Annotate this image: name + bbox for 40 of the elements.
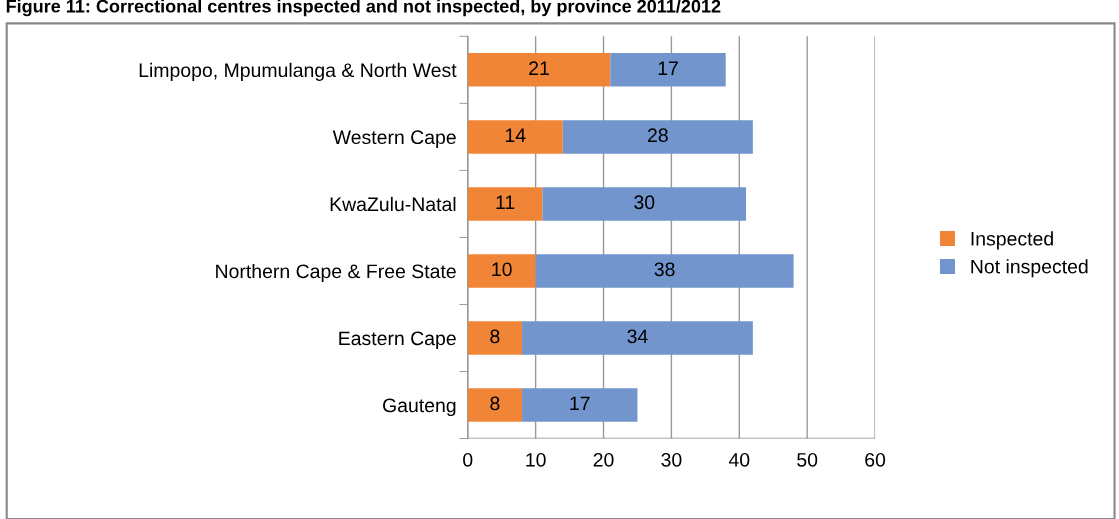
- legend-label: Inspected: [971, 231, 1053, 250]
- data-label: 17: [658, 61, 678, 75]
- y-tick-label: Gauteng: [383, 398, 456, 417]
- x-tick-label: 10: [526, 452, 546, 467]
- bar: [467, 187, 543, 221]
- x-tick-label: 20: [593, 452, 614, 467]
- bar: [467, 120, 563, 154]
- x-tick-label: 40: [728, 452, 750, 467]
- bar: [522, 388, 638, 422]
- y-tick-label: Eastern Cape: [339, 331, 456, 350]
- data-label: 34: [627, 329, 648, 344]
- x-tick-label: 50: [797, 452, 818, 467]
- data-label: 11: [496, 195, 515, 209]
- chart-title: Figure 11: Correctional centres inspected and not inspected, by province 2011/2012: [6, 0, 721, 17]
- bar: [522, 321, 753, 355]
- legend-label: Not inspected: [971, 259, 1088, 278]
- data-label: 14: [505, 128, 526, 142]
- x-tick-label: 60: [865, 452, 886, 467]
- bar: [562, 120, 753, 154]
- x-tick-label: 0: [463, 452, 473, 467]
- x-tick-label: 30: [661, 452, 682, 467]
- bar: [535, 254, 794, 288]
- data-label: 8: [490, 329, 500, 344]
- y-tick-label: Northern Cape & Free State: [216, 263, 456, 283]
- bar: [467, 388, 523, 422]
- data-label: 38: [654, 262, 675, 277]
- data-label: 21: [529, 61, 549, 75]
- data-label: 10: [492, 262, 512, 277]
- bar: [542, 187, 747, 221]
- data-label: 28: [647, 128, 668, 143]
- y-tick-label: KwaZulu-Natal: [330, 196, 456, 212]
- bar: [467, 254, 536, 288]
- data-label: 17: [570, 396, 590, 411]
- bar: [610, 53, 726, 87]
- data-label: 30: [634, 195, 655, 210]
- y-tick-label: Limpopo, Mpumulanga & North West: [139, 62, 457, 81]
- bar: [467, 53, 611, 87]
- data-label: 8: [490, 396, 500, 411]
- y-tick-label: Western Cape: [332, 130, 456, 148]
- bar: [467, 321, 523, 355]
